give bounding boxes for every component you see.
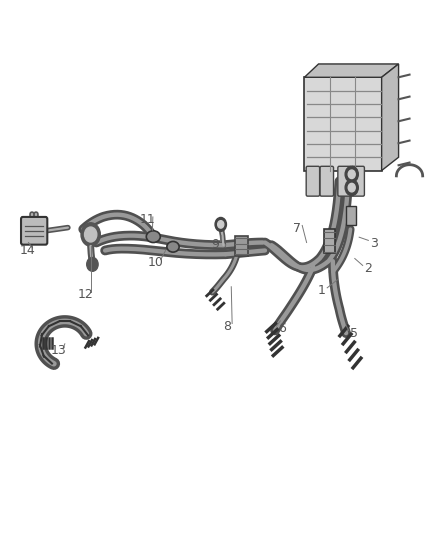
Text: 11: 11	[140, 213, 155, 226]
Circle shape	[215, 217, 226, 231]
FancyBboxPatch shape	[320, 166, 333, 196]
Circle shape	[348, 170, 355, 179]
FancyBboxPatch shape	[21, 217, 47, 245]
Bar	[346, 206, 356, 225]
Text: 8: 8	[223, 320, 231, 333]
Ellipse shape	[167, 241, 179, 252]
Circle shape	[345, 180, 358, 196]
Circle shape	[218, 221, 224, 228]
Text: 13: 13	[50, 344, 66, 357]
Text: 14: 14	[19, 244, 35, 257]
Text: 3: 3	[370, 237, 378, 249]
Polygon shape	[304, 64, 399, 77]
FancyBboxPatch shape	[351, 166, 364, 196]
FancyBboxPatch shape	[306, 166, 320, 196]
Bar	[304, 77, 381, 171]
Ellipse shape	[146, 231, 160, 243]
Text: 12: 12	[78, 288, 93, 301]
Circle shape	[348, 183, 355, 192]
Bar	[235, 236, 248, 256]
Circle shape	[87, 257, 98, 271]
Polygon shape	[381, 64, 399, 171]
Circle shape	[345, 166, 358, 182]
Text: 9: 9	[212, 238, 219, 251]
Text: 5: 5	[350, 327, 358, 340]
Text: 1: 1	[318, 284, 326, 297]
Text: 7: 7	[293, 222, 301, 235]
FancyBboxPatch shape	[338, 166, 351, 196]
Circle shape	[85, 227, 97, 242]
Bar	[324, 229, 335, 253]
Text: 6: 6	[278, 322, 286, 335]
Text: 2: 2	[364, 262, 372, 274]
Circle shape	[81, 223, 100, 246]
Text: 10: 10	[148, 256, 163, 269]
